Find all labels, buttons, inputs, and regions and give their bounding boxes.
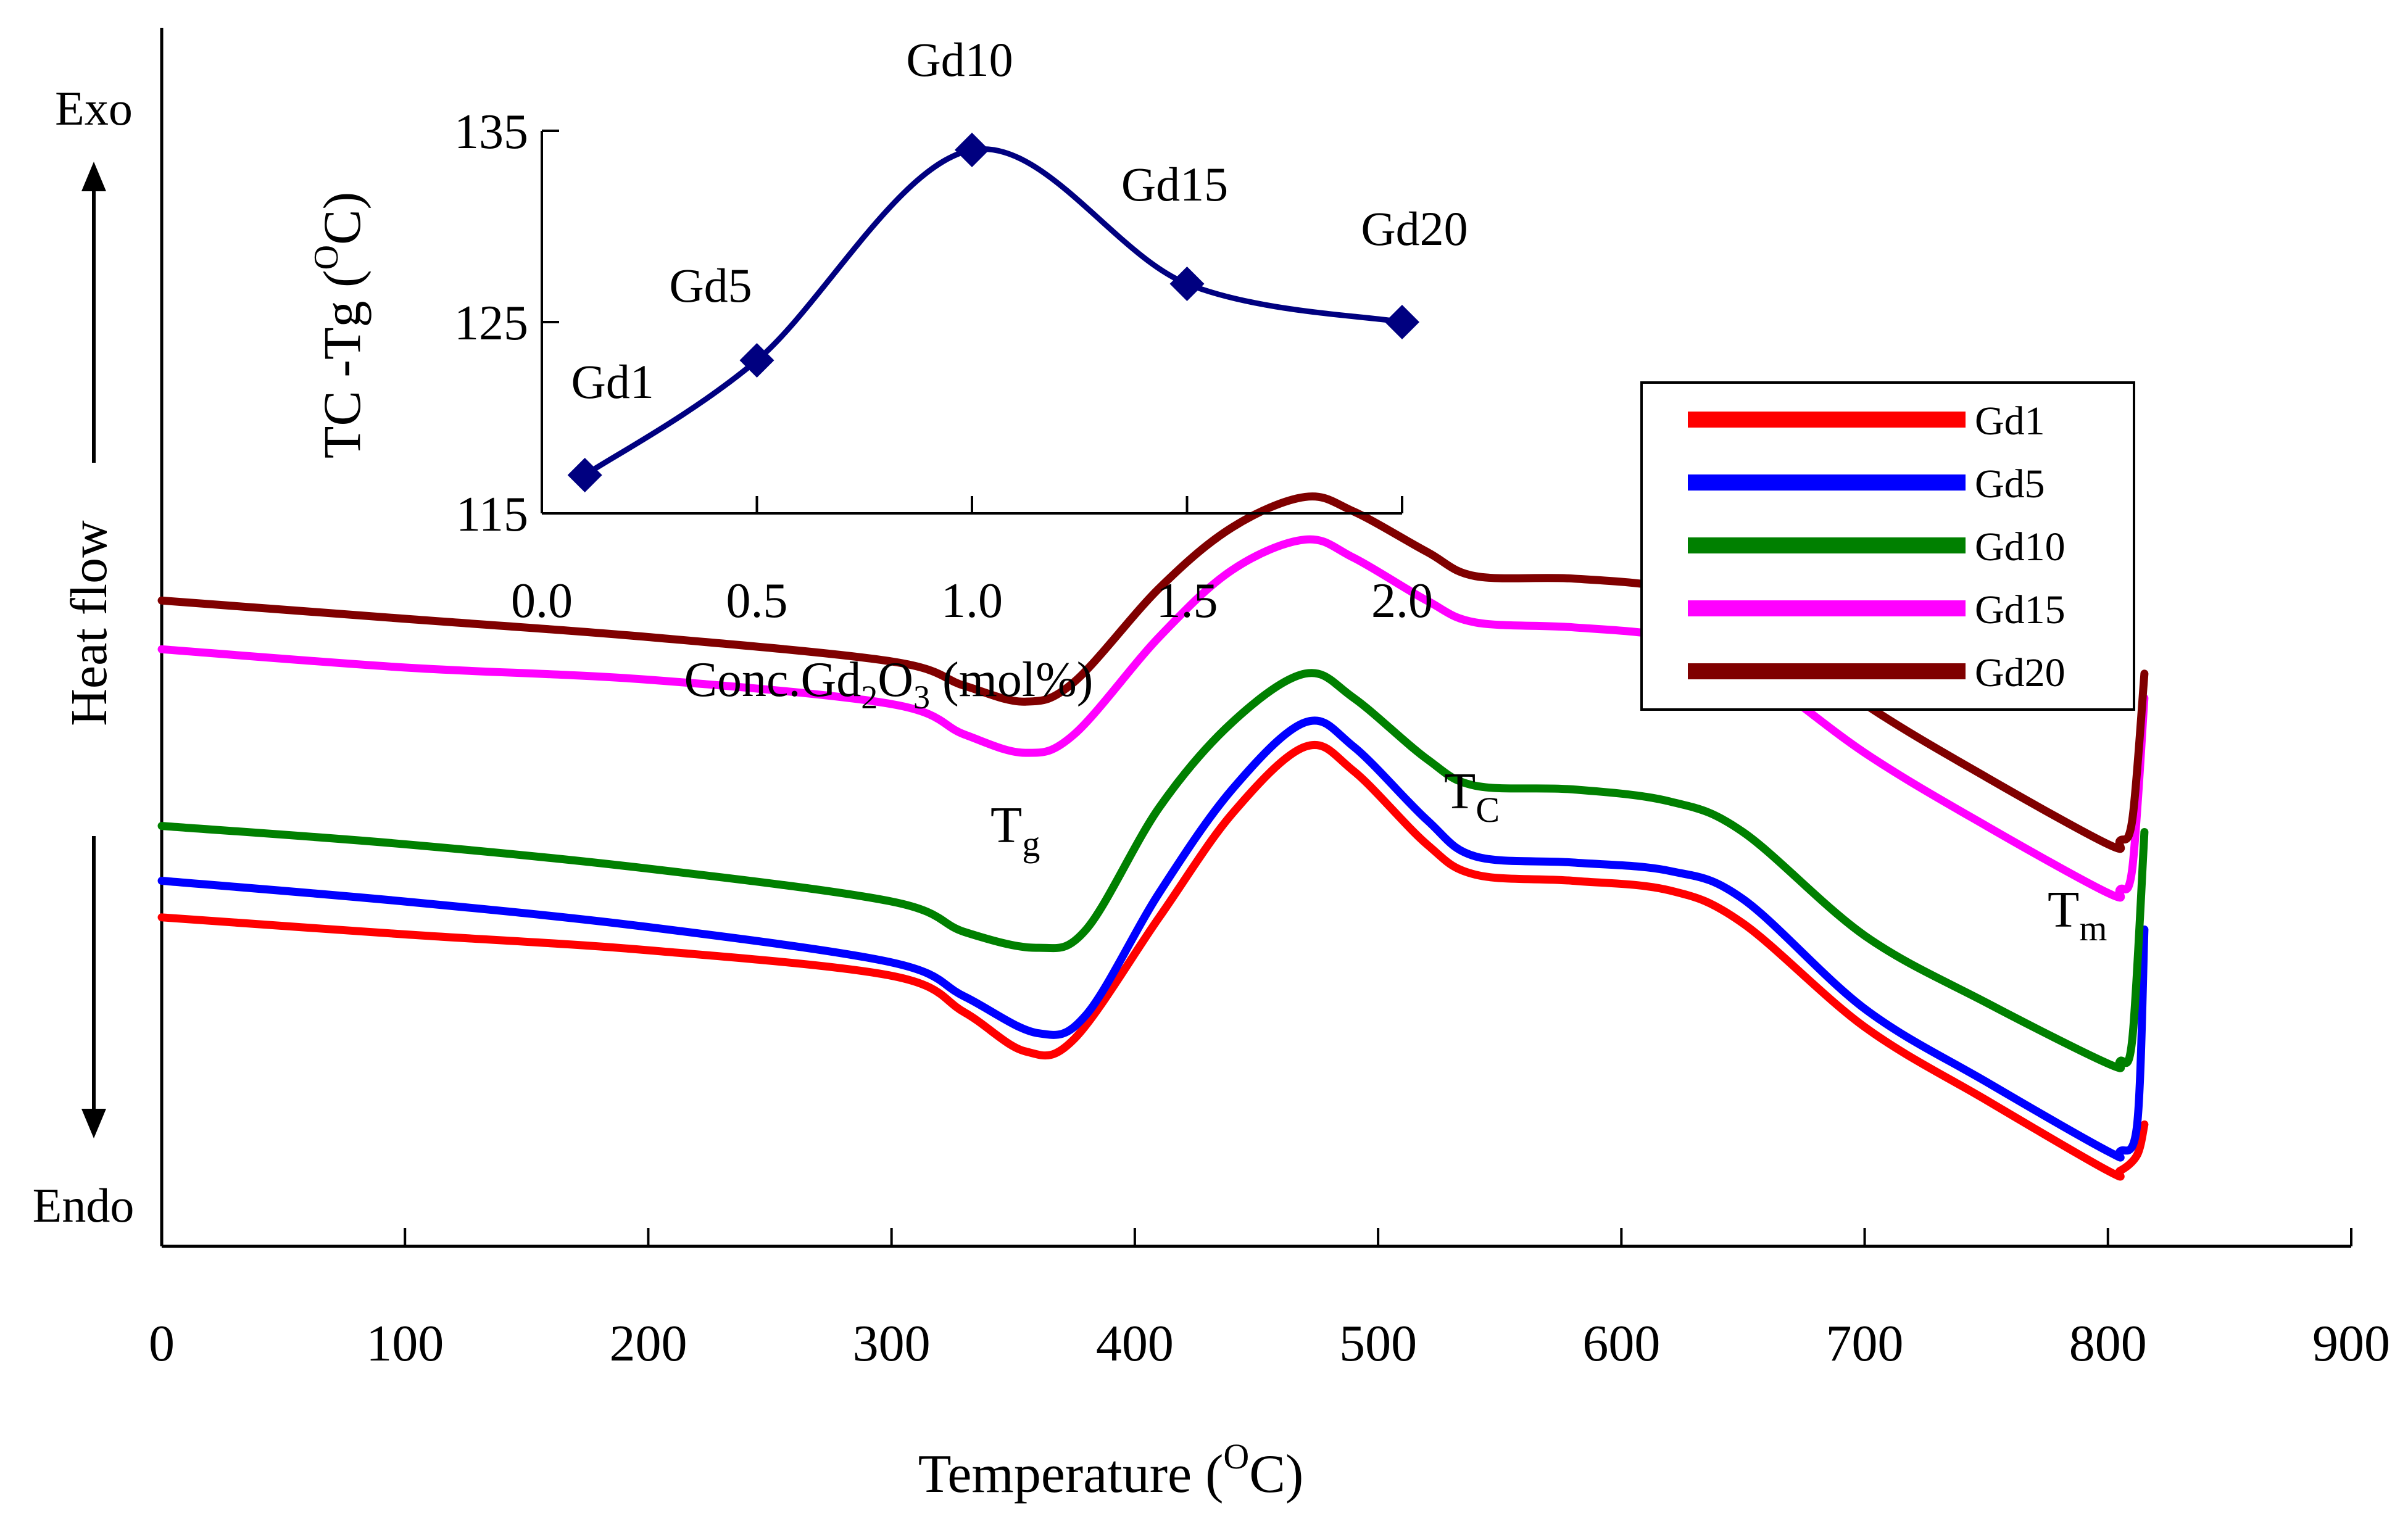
inset-x-tick-label: 2.0 — [1371, 574, 1433, 628]
legend-label-gd10: Gd10 — [1975, 524, 2065, 569]
inset-point-label-gd20: Gd20 — [1361, 202, 1468, 255]
inset-x-tick-label: 0.5 — [726, 574, 788, 628]
main-x-tick-label: 300 — [853, 1315, 931, 1372]
endo-label: Endo — [33, 1178, 135, 1232]
exo-label: Exo — [55, 81, 133, 135]
inset-x-tick-label: 1.5 — [1156, 574, 1218, 628]
inset-point-label-gd1: Gd1 — [571, 355, 654, 408]
dsc-plot: 0 100 200 300 400 500 600 700 800 900 Temperature… — [33, 28, 2390, 1504]
inset-y-tick-label: 115 — [456, 487, 528, 542]
inset-point-gd1 — [567, 458, 602, 492]
legend-label-gd15: Gd15 — [1975, 587, 2065, 632]
series-line-gd10 — [157, 669, 2149, 1072]
main-x-tick-label: 700 — [1826, 1315, 1904, 1372]
inset-point-gd5 — [739, 343, 774, 378]
inset-y-tick-label: 135 — [454, 105, 528, 159]
inset-points: Gd1 Gd5 Gd10 Gd15 Gd20 — [567, 33, 1468, 492]
exo-arrow-icon — [81, 162, 106, 463]
series-line-gd20 — [157, 492, 2149, 853]
main-x-ticks: 0 100 200 300 400 500 600 700 800 900 — [149, 1228, 2390, 1372]
inset-point-gd15 — [1169, 267, 1205, 301]
legend-label-gd5: Gd5 — [1975, 462, 2045, 507]
main-x-axis-title: Temperature (OC) — [918, 1436, 1304, 1504]
inset-point-label-gd15: Gd15 — [1121, 157, 1228, 211]
main-x-tick-label: 800 — [2069, 1315, 2147, 1372]
inset-x-tick-label: 1.0 — [941, 574, 1003, 628]
main-x-tick-label: 500 — [1339, 1315, 1417, 1372]
legend-items: Gd1 Gd5 Gd10 Gd15 Gd20 — [1688, 399, 2065, 695]
legend-label-gd1: Gd1 — [1975, 399, 2045, 444]
inset-x-axis-title: Conc.Gd2O3 (mol%) — [684, 653, 1094, 716]
legend-label-gd20: Gd20 — [1975, 650, 2065, 695]
tg-annotation: Tg — [990, 797, 1040, 864]
main-x-tick-label: 200 — [609, 1315, 687, 1372]
heat-flow-label: Heat flow — [60, 520, 118, 726]
inset-ticks: 115 125 135 0.0 0.5 1.0 1.5 2.0 — [454, 105, 1433, 628]
series-line-gd5 — [157, 716, 2149, 1162]
tm-annotation: Tm — [2048, 881, 2107, 948]
series-line-gd15 — [157, 535, 2149, 902]
inset-point-label-gd5: Gd5 — [669, 259, 752, 312]
series-line-gd1 — [157, 740, 2149, 1181]
tc-annotation: TC — [1444, 763, 1500, 830]
main-series-group — [157, 492, 2149, 1181]
inset-point-gd10 — [955, 133, 989, 167]
inset-point-label-gd10: Gd10 — [906, 33, 1013, 86]
main-x-tick-label: 0 — [149, 1315, 175, 1372]
legend: Gd1 Gd5 Gd10 Gd15 Gd20 — [1640, 381, 2135, 711]
main-x-tick-label: 900 — [2312, 1315, 2390, 1372]
main-x-tick-label: 600 — [1582, 1315, 1660, 1372]
inset-y-axis-title: TC -Tg (OC) — [307, 192, 372, 458]
inset-point-gd20 — [1385, 305, 1419, 339]
inset-x-tick-label: 0.0 — [511, 574, 573, 628]
main-x-tick-label: 400 — [1096, 1315, 1174, 1372]
inset-y-tick-label: 125 — [454, 296, 528, 350]
main-x-tick-label: 100 — [366, 1315, 444, 1372]
endo-arrow-icon — [81, 836, 106, 1138]
